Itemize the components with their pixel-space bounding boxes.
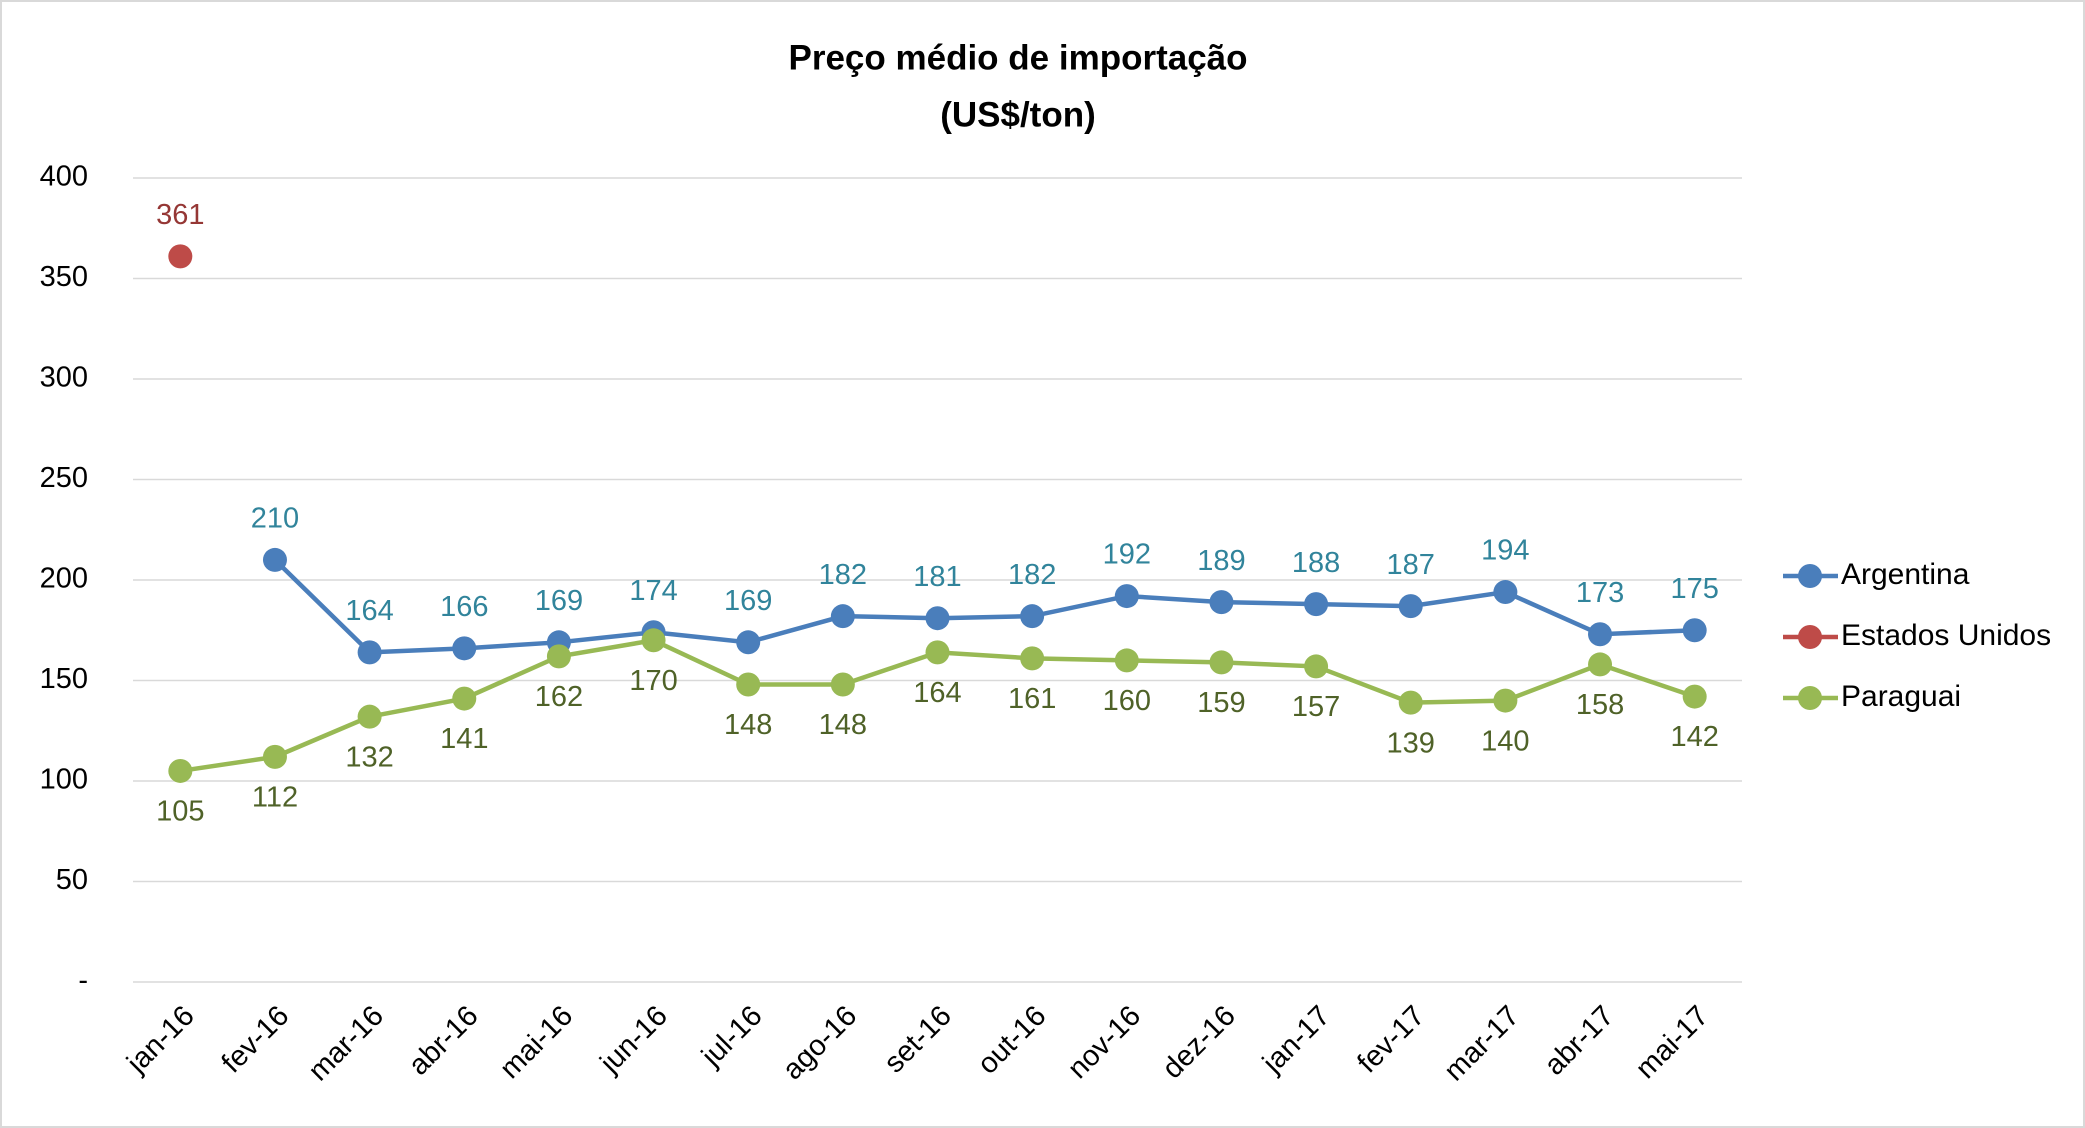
data-label: 164 (345, 595, 393, 627)
data-point (168, 244, 193, 269)
data-label: 139 (1387, 727, 1435, 759)
data-label: 132 (345, 741, 393, 773)
data-point (452, 686, 477, 711)
data-point (262, 744, 287, 769)
data-point (1020, 646, 1045, 671)
legend-marker (1798, 625, 1822, 649)
y-tick-label: 400 (40, 161, 88, 193)
data-label: 182 (819, 559, 867, 591)
data-label: 157 (1292, 691, 1340, 723)
legend-label: Estados Unidos (1841, 619, 2051, 652)
data-point (1398, 594, 1423, 619)
data-label: 140 (1481, 725, 1529, 757)
y-tick-label: 250 (40, 462, 88, 494)
data-label: 164 (913, 677, 961, 709)
y-tick-label: - (78, 965, 88, 997)
data-point (736, 672, 761, 697)
y-tick-label: 100 (40, 764, 88, 796)
y-tick-label: 350 (40, 261, 88, 293)
data-label: 166 (440, 591, 488, 623)
data-point (1304, 592, 1329, 617)
y-tick-label: 150 (40, 663, 88, 695)
data-label: 169 (535, 585, 583, 617)
data-label: 361 (156, 199, 204, 231)
y-tick-label: 50 (56, 864, 88, 896)
data-point (357, 704, 382, 729)
data-point (925, 640, 950, 665)
y-tick-label: 200 (40, 563, 88, 595)
data-point (1588, 622, 1613, 647)
data-label: 161 (1008, 683, 1056, 715)
legend-label: Argentina (1841, 558, 1970, 591)
data-point (736, 630, 761, 655)
data-point (262, 547, 287, 572)
legend-marker (1798, 564, 1822, 588)
data-point (1209, 590, 1234, 615)
data-label: 189 (1197, 545, 1245, 577)
data-point (1682, 618, 1707, 643)
data-label: 105 (156, 796, 204, 828)
data-point (357, 640, 382, 665)
y-tick-label: 300 (40, 362, 88, 394)
data-point (1682, 684, 1707, 709)
data-point (546, 644, 571, 669)
data-point (1114, 584, 1139, 609)
data-label: 160 (1103, 685, 1151, 717)
data-label: 141 (440, 723, 488, 755)
data-point (1020, 604, 1045, 629)
data-label: 162 (535, 681, 583, 713)
data-point (1114, 648, 1139, 673)
data-point (1493, 688, 1518, 713)
legend-label: Paraguai (1841, 680, 1961, 713)
data-label: 182 (1008, 559, 1056, 591)
data-point (925, 606, 950, 631)
chart-title: Preço médio de importação (788, 38, 1247, 77)
data-point (452, 636, 477, 661)
data-label: 158 (1576, 689, 1624, 721)
legend-marker (1798, 686, 1822, 710)
data-label: 181 (913, 561, 961, 593)
data-point (1304, 654, 1329, 679)
data-label: 187 (1387, 549, 1435, 581)
data-point (168, 758, 193, 783)
data-label: 175 (1670, 573, 1718, 605)
data-point (1588, 652, 1613, 677)
data-label: 159 (1197, 687, 1245, 719)
data-label: 194 (1481, 535, 1529, 567)
data-point (1493, 580, 1518, 605)
data-label: 148 (724, 709, 772, 741)
data-label: 173 (1576, 577, 1624, 609)
data-label: 112 (252, 782, 298, 814)
chart-subtitle: (US$/ton) (940, 95, 1096, 134)
data-point (830, 604, 855, 629)
data-label: 148 (819, 709, 867, 741)
data-point (830, 672, 855, 697)
data-label: 169 (724, 585, 772, 617)
data-label: 192 (1103, 539, 1151, 571)
series-line (273, 558, 1695, 655)
data-point (1398, 690, 1423, 715)
data-point (1209, 650, 1234, 675)
data-label: 142 (1670, 721, 1718, 753)
data-label: 188 (1292, 547, 1340, 579)
data-label: 170 (629, 665, 677, 697)
data-label: 210 (251, 503, 299, 535)
data-label: 174 (629, 575, 677, 607)
data-point (641, 628, 666, 653)
